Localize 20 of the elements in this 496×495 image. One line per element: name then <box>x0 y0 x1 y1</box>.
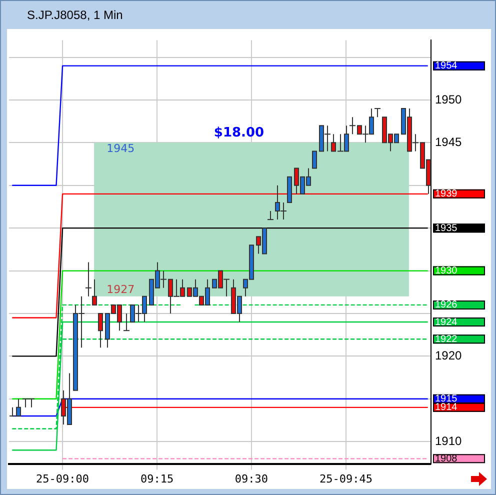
data-label: 1922 <box>435 334 458 345</box>
x-tick-label: 25-09:00 <box>36 472 90 486</box>
y-tick-label: 1950 <box>435 92 462 106</box>
data-label: 1954 <box>435 60 458 72</box>
data-label: 1914 <box>435 402 458 414</box>
data-label: 1939 <box>435 188 458 200</box>
data-label: 1930 <box>435 266 458 277</box>
chart-title: S.JP.J8058, 1 Min <box>27 8 123 22</box>
annotation: 1927 <box>106 282 135 296</box>
data-label: 1924 <box>435 316 458 328</box>
x-tick-label: 09:30 <box>234 472 268 486</box>
y-tick-label: 1920 <box>435 348 462 363</box>
x-tick-label: 25-09:45 <box>319 472 372 486</box>
x-tick-label: 09:15 <box>140 472 174 486</box>
y-tick-label: 1910 <box>435 434 462 448</box>
annotation: $18.00 <box>214 126 264 141</box>
data-label: 1926 <box>435 300 458 311</box>
y-tick-label: 1945 <box>435 134 462 149</box>
annotation: 1945 <box>106 142 135 156</box>
data-label: 1935 <box>435 222 458 234</box>
